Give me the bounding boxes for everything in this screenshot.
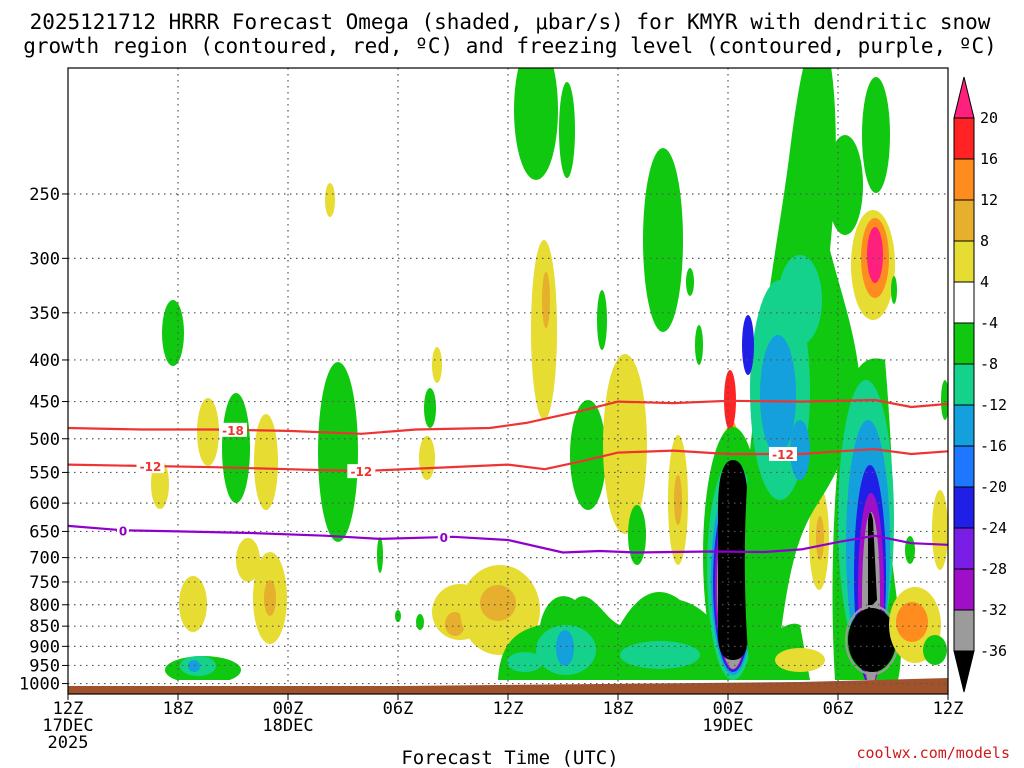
y-tick-label: 550	[29, 463, 60, 483]
omega-shaded-field	[151, 68, 948, 680]
colorbar-label: -36	[980, 642, 1007, 660]
x-tick-label: 18Z	[163, 699, 194, 719]
x-axis-label: Forecast Time (UTC)	[401, 747, 618, 768]
x-tick-label: 12Z	[493, 699, 524, 719]
colorbar-swatch	[953, 486, 975, 529]
colorbar-label: 12	[980, 191, 998, 209]
x-tick-label: 18Z	[603, 699, 634, 719]
x-tick-label: 19DEC	[702, 716, 753, 736]
contour-label: -18	[222, 424, 244, 438]
colorbar-swatch	[953, 445, 975, 488]
isotherm-line	[68, 524, 948, 554]
x-tick-label: 00Z	[713, 699, 744, 719]
colorbar-swatch	[953, 76, 975, 119]
y-tick-label: 700	[29, 549, 60, 569]
x-tick-label: 17DEC	[42, 716, 93, 736]
colorbar-swatch	[953, 650, 975, 693]
colorbar-label: -28	[980, 560, 1007, 578]
colorbar-swatch	[953, 199, 975, 242]
credit-text: coolwx.com/models	[856, 744, 1010, 762]
y-tick-label: 950	[29, 656, 60, 676]
contour-label-bg	[347, 464, 376, 479]
contour-label: -12	[772, 448, 794, 462]
colorbar-swatch	[953, 363, 975, 406]
x-tick-label: 00Z	[273, 699, 304, 719]
colorbar-swatch	[953, 527, 975, 570]
y-tick-label: 750	[29, 573, 60, 593]
y-tick-label: 350	[29, 304, 60, 324]
x-tick-label: 18DEC	[262, 716, 313, 736]
colorbar-label: 16	[980, 150, 998, 168]
colorbar-label: 4	[980, 273, 989, 291]
contour-label-bg	[136, 459, 165, 474]
colorbar-label: -8	[980, 355, 998, 373]
colorbar-swatch	[953, 322, 975, 365]
contour-label: 0	[440, 531, 448, 545]
colorbar-swatch	[953, 240, 975, 283]
isotherm-contours	[68, 398, 948, 554]
colorbar-label: 20	[980, 109, 998, 127]
colorbar-label: -16	[980, 437, 1007, 455]
colorbar: 20 16 12 8 4 -4 -8 -12 -16 -20 -24 -28 -32 -36	[953, 76, 1007, 693]
colorbar-label: -12	[980, 396, 1007, 414]
y-tick-label: 650	[29, 522, 60, 542]
colorbar-swatch	[953, 568, 975, 611]
colorbar-swatch	[953, 158, 975, 201]
y-tick-label: 800	[29, 596, 60, 616]
x-tick-label: 2025	[48, 733, 89, 753]
contour-label-bg	[219, 422, 247, 437]
chart-title-line1: 2025121712 HRRR Forecast Omega (shaded, …	[30, 10, 991, 34]
y-tick-label: 600	[29, 494, 60, 514]
y-tick-label: 400	[29, 351, 60, 371]
contour-label-bg	[117, 523, 129, 538]
y-tick-label: 500	[29, 430, 60, 450]
colorbar-label: 8	[980, 232, 989, 250]
colorbar-swatch	[953, 609, 975, 652]
x-tick-label: 06Z	[823, 699, 854, 719]
x-tick-label: 12Z	[933, 699, 964, 719]
y-axis: 2503003504004505005506006507007508008509…	[19, 185, 68, 695]
colorbar-label: -24	[980, 519, 1007, 537]
colorbar-label: -32	[980, 601, 1007, 619]
x-tick-label: 12Z	[53, 699, 84, 719]
colorbar-swatch	[953, 117, 975, 160]
colorbar-swatch	[953, 281, 975, 324]
contour-label: -12	[140, 460, 162, 474]
y-tick-label: 300	[29, 249, 60, 269]
y-tick-label: 450	[29, 393, 60, 413]
contour-label: 0	[119, 524, 127, 538]
contour-label-bg	[437, 530, 450, 545]
colorbar-label: -4	[980, 314, 998, 332]
x-tick-label: 06Z	[383, 699, 414, 719]
y-tick-label: 250	[29, 185, 60, 205]
chart-title-line2: growth region (contoured, red, ºC) and f…	[23, 34, 997, 58]
isotherm-line	[68, 448, 948, 473]
contour-label-bg	[769, 446, 797, 461]
colorbar-label: -20	[980, 478, 1007, 496]
contour-label: -12	[350, 465, 372, 479]
y-tick-label: 900	[29, 637, 60, 657]
isotherm-line	[68, 398, 948, 435]
y-tick-label: 1000	[19, 675, 60, 695]
colorbar-swatch	[953, 404, 975, 447]
contour-labels: -18 -12 -12 -12 0 0	[117, 422, 797, 545]
y-tick-label: 850	[29, 617, 60, 637]
